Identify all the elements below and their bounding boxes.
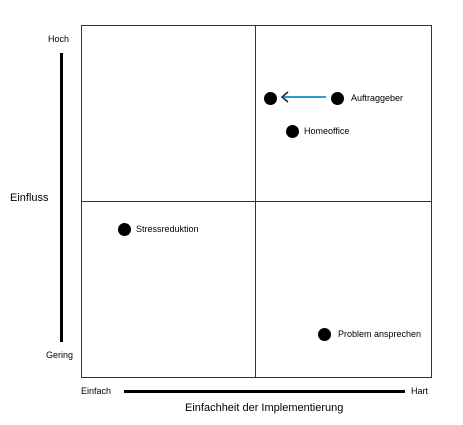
x-axis-bar xyxy=(124,390,405,393)
y-axis-low-label: Gering xyxy=(46,350,74,360)
arrow-left-icon xyxy=(280,91,326,103)
problem-ansprechen-dot xyxy=(318,328,331,341)
stressreduktion-dot xyxy=(118,223,131,236)
target-dot xyxy=(264,92,277,105)
x-axis-low-label: Einfach xyxy=(81,386,112,396)
auftraggeber-label: Auftraggeber xyxy=(351,93,404,103)
problem-ansprechen-label: Problem ansprechen xyxy=(338,329,422,339)
grid-horizontal-divider xyxy=(82,201,431,202)
y-axis-title: Einfluss xyxy=(10,192,49,204)
quadrant-grid xyxy=(81,25,432,378)
x-axis-high-label: Hart xyxy=(411,386,429,396)
stressreduktion-label: Stressreduktion xyxy=(136,224,199,234)
x-axis-title: Einfachheit der Implementierung xyxy=(185,402,344,414)
auftraggeber-dot xyxy=(331,92,344,105)
y-axis-bar xyxy=(60,53,63,342)
homeoffice-dot xyxy=(286,125,299,138)
y-axis-high-label: Hoch xyxy=(48,34,70,44)
homeoffice-label: Homeoffice xyxy=(304,126,350,136)
